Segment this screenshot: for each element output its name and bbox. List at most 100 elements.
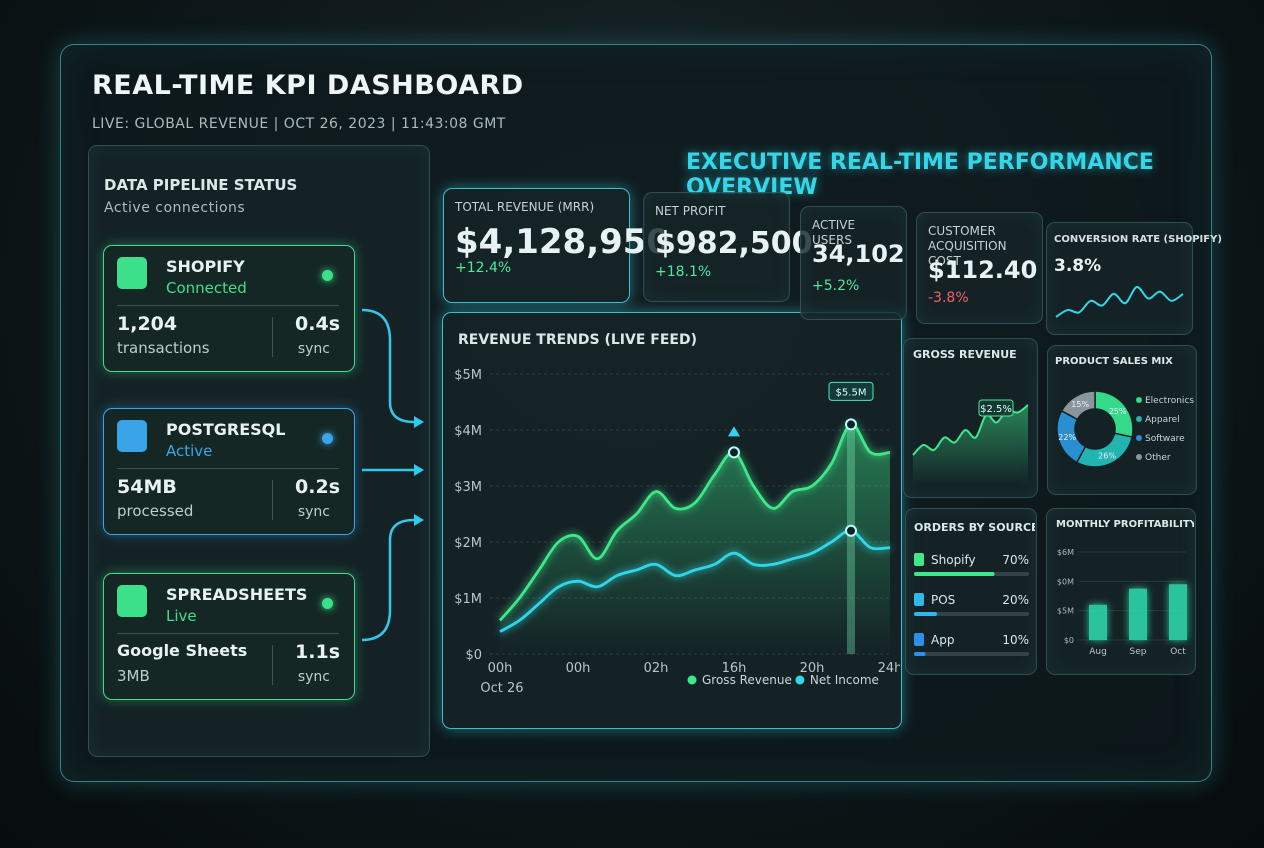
y-axis-label: $5M [1057,607,1074,616]
bar [1089,604,1107,640]
source-icon [914,553,924,566]
orders-chart: ORDERS BY SOURCE Shopify 70% POS 20% App 10% [914,521,1035,656]
x-tick-label: 24h [878,661,900,676]
y-tick-label: $2M [454,536,482,551]
conversion-title: CONVERSION RATE (SHOPIFY) [1054,234,1222,245]
y-tick-label: $3M [454,480,482,495]
chart-title: ORDERS BY SOURCE [914,521,1035,534]
revenue-chart: REVENUE TRENDS (LIVE FEED) $0 $1M $2M $3M $4M… [454,332,900,696]
source-icon [914,633,924,646]
sparkline [1055,286,1184,318]
connector-lines [361,308,415,642]
divider [117,633,339,634]
source-metric: 1,204 [117,313,178,335]
x-tick-label: 00h [488,661,513,676]
divider [272,317,273,357]
value-label: 10% [1002,633,1029,647]
source-status: Live [166,607,197,625]
kpi-label: CUSTOMER ACQUISITION COST [928,224,1007,268]
source-name: SHOPIFY [166,257,245,276]
monthly-chart: MONTHLY PROFITABILITY $6M $0M $5M $0 Aug Sep Oc… [1056,519,1194,657]
point-marker [728,446,740,459]
legend-swatch [795,675,805,685]
legend-label: Electronics [1145,396,1194,406]
legend-label: Net Income [810,673,879,687]
source-sync: 1.1s [295,641,340,663]
pipeline-subtitle: Active connections [104,200,246,216]
pie-slice [1060,390,1096,421]
slice-label: 26% [1098,451,1116,460]
source-icon [117,420,147,452]
source-metric-label: transactions [117,339,210,357]
peak-triangle [728,426,740,437]
chart-title: PRODUCT SALES MIX [1055,356,1173,367]
connector [361,518,415,642]
x-tick-label: Sep [1130,647,1147,657]
bar [1129,588,1147,640]
pipeline-connectors [361,308,424,642]
source-metric-label: 3MB [117,667,150,685]
x-tick-label: Oct [1170,647,1186,657]
divider [117,468,339,469]
x-tick-label: 16h [722,661,747,676]
legend-swatch [1136,416,1142,422]
legend-swatch [1136,454,1142,460]
y-axis-label: $0M [1057,577,1074,586]
annotation-box [978,399,1014,417]
y-tick-label: $1M [454,592,482,607]
source-metric-label: processed [117,502,194,520]
legend-swatch [1136,397,1142,403]
kpi-card [443,188,630,303]
divider [272,480,273,520]
source-name: POSTGRESQL [166,420,286,439]
legend-label: Software [1145,434,1185,444]
category-label: POS [931,593,955,607]
chart-title: REVENUE TRENDS (LIVE FEED) [458,332,697,348]
y-axis-label: $0 [1064,636,1074,645]
pipeline-title: DATA PIPELINE STATUS [104,176,298,194]
bar-track [914,652,1029,656]
kpi-value: $982,500 [655,226,813,261]
arrow [414,464,424,476]
mix-chart: PRODUCT SALES MIX 25% Electronics 26% Appare… [1055,356,1194,468]
x-tick-label: 00h [566,661,591,676]
y-tick-label: $0 [465,648,482,663]
bar [914,652,926,656]
kpi-change: +18.1% [655,264,712,280]
x-tick-label: Aug [1089,647,1107,657]
x-sublabel: Oct 26 [480,681,523,696]
kpi-value: $4,128,950 [455,222,671,262]
status-dot [322,433,333,444]
kpi-card [800,206,907,320]
conversion-chart [1055,286,1184,318]
source-sync-label: sync [297,504,330,520]
source-icon [914,593,924,606]
x-tick-label: 20h [800,661,825,676]
dashboard-title: REAL-TIME KPI DASHBOARD [92,70,524,101]
kpi-change: -3.8% [928,290,969,306]
y-tick-label: $4M [454,424,482,439]
kpi-label: ACTIVE USERS [812,218,856,247]
value-label: 20% [1002,593,1029,607]
bar [1169,584,1187,640]
source-metric: Google Sheets [117,641,248,660]
y-tick-label: $5M [454,368,482,383]
source-sync: 0.4s [295,313,340,335]
connector-arrows [414,416,424,526]
source-icon [117,585,147,617]
area [913,405,1028,486]
source-name: SPREADSHEETS [166,585,308,604]
point-marker [845,524,857,537]
source-sync: 0.2s [295,476,340,498]
bar [914,572,995,576]
gross-chart: GROSS REVENUE $2.5% [912,348,1029,486]
chart-title: GROSS REVENUE [913,348,1017,361]
arrow [414,514,424,526]
kpi-label: NET PROFIT [655,204,726,218]
y-axis-label: $6M [1057,548,1074,557]
conversion-card [1046,222,1193,335]
legend-label: Other [1145,453,1171,463]
kpi-change: +5.2% [812,278,860,294]
arrow [414,416,424,428]
